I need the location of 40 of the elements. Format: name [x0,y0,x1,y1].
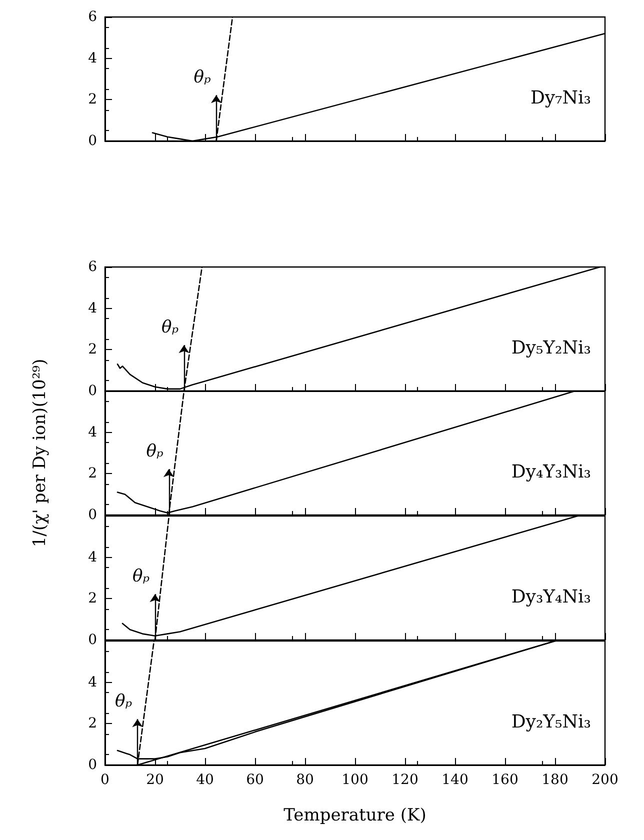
annotation: θₚ [146,442,164,462]
y-tick-label: 4 [88,424,98,440]
y-tick-label: 0 [88,507,97,523]
annotation: θₚ [194,68,211,88]
y-tick-label: 4 [88,549,98,566]
x-tick-label: 0 [100,772,110,788]
y-tick-label: 2 [88,342,97,358]
annotation: Dy₃Y₄Ni₃ [511,586,592,608]
x-tick-label: 180 [542,772,568,788]
y-tick-label: 0 [88,383,97,399]
x-tick-label: 200 [592,772,618,788]
x-tick-label: 140 [442,772,468,788]
annotation: Dy₅Y₂Ni₃ [511,337,592,358]
y-tick-label: 2 [88,590,97,607]
y-tick-label: 2 [88,92,97,108]
x-tick-label: 160 [492,772,518,788]
x-tick-label: 40 [196,772,214,788]
y-tick-label: 0 [88,133,97,149]
y-tick-label: 4 [88,674,98,690]
y-axis-title: 1/(χ' per Dy ion)(10²⁹) [30,358,50,548]
annotation: Dy₂Y₅Ni₃ [511,711,592,732]
annotation: θₚ [132,566,150,587]
x-tick-label: 80 [296,772,314,788]
annotation: Dy₇Ni₃ [530,87,592,108]
x-tick-label: 120 [392,772,418,788]
annotation: θₚ [161,318,179,338]
y-tick-label: 2 [88,716,97,732]
y-tick-label: 0 [88,757,97,773]
y-tick-label: 0 [88,632,97,648]
x-tick-label: 20 [146,772,164,788]
x-tick-label: 100 [342,772,368,788]
y-tick-label: 6 [88,9,98,25]
y-tick-label: 6 [88,259,98,275]
x-tick-label: 60 [246,772,264,788]
annotation: Dy₄Y₃Ni₃ [511,461,592,482]
x-axis-title: Temperature (K) [284,806,426,826]
y-tick-label: 2 [88,466,97,482]
y-tick-label: 4 [88,300,98,316]
y-tick-label: 4 [88,50,98,66]
annotation: θₚ [114,692,132,712]
